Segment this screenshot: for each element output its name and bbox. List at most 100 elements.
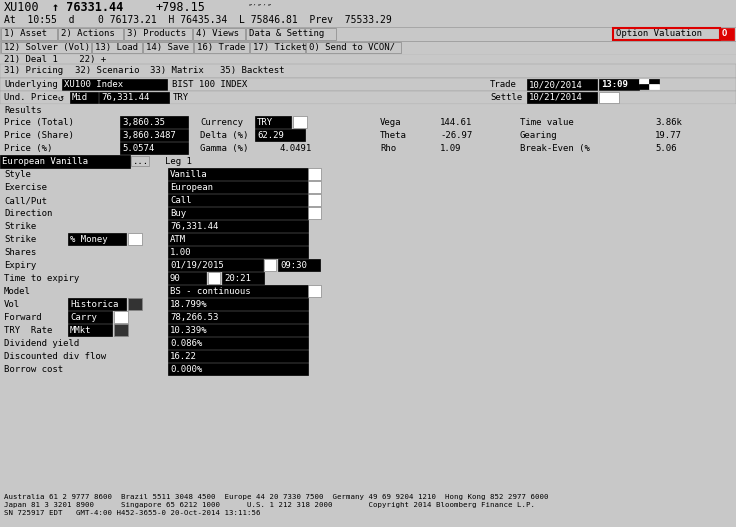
Bar: [68, 324, 112, 336]
Text: Historica: Historica: [70, 300, 118, 309]
Bar: [0, 64, 736, 78]
Text: 19.77: 19.77: [655, 131, 682, 140]
Bar: [0, 104, 736, 116]
Text: 13:09: 13:09: [601, 80, 628, 89]
Bar: [208, 272, 220, 284]
Text: Call/Put: Call/Put: [4, 196, 47, 205]
Text: 144.61: 144.61: [440, 118, 473, 127]
Bar: [527, 92, 597, 103]
Text: ATM: ATM: [170, 235, 186, 244]
Bar: [128, 298, 142, 310]
Bar: [168, 363, 308, 375]
Text: 3,860.35: 3,860.35: [122, 118, 165, 127]
Text: 62.29: 62.29: [257, 131, 284, 140]
Text: Trade: Trade: [490, 80, 517, 89]
Text: 76,331.44: 76,331.44: [101, 93, 149, 102]
Text: ″′″′″: ″′″′″: [248, 3, 273, 12]
Text: BIST 100 INDEX: BIST 100 INDEX: [172, 80, 247, 89]
Text: TRY: TRY: [173, 93, 189, 102]
Text: 21) Deal 1    22) +: 21) Deal 1 22) +: [4, 55, 106, 64]
Bar: [168, 246, 308, 258]
Bar: [168, 181, 308, 193]
Bar: [0, 14, 736, 27]
Text: Strike: Strike: [4, 222, 36, 231]
Text: 3) Products: 3) Products: [127, 29, 186, 38]
Text: Style: Style: [4, 170, 31, 179]
Bar: [168, 337, 308, 349]
Text: 1.00: 1.00: [170, 248, 191, 257]
Bar: [308, 168, 321, 180]
Text: 10/20/2014: 10/20/2014: [529, 80, 583, 89]
Text: TRY: TRY: [257, 118, 273, 127]
Bar: [639, 79, 649, 84]
Bar: [0, 78, 736, 91]
Text: Gearing: Gearing: [520, 131, 558, 140]
Text: 12) Solver (Vol): 12) Solver (Vol): [4, 43, 90, 52]
Text: 20:21: 20:21: [224, 274, 251, 283]
Bar: [128, 233, 142, 245]
Text: Direction: Direction: [4, 209, 52, 218]
Text: 76,331.44: 76,331.44: [170, 222, 219, 231]
Text: European: European: [170, 183, 213, 192]
Bar: [168, 324, 308, 336]
Text: Option Valuation: Option Valuation: [616, 29, 702, 38]
Bar: [308, 181, 321, 193]
Bar: [0, 91, 736, 104]
Text: 35) Backtest: 35) Backtest: [220, 66, 285, 75]
Text: 2) Actions: 2) Actions: [61, 29, 115, 38]
Text: Price (%): Price (%): [4, 144, 52, 153]
Bar: [0, 54, 736, 65]
Text: Price (Share): Price (Share): [4, 131, 74, 140]
Text: ...: ...: [133, 157, 149, 166]
Text: 0) Send to VCON/: 0) Send to VCON/: [309, 43, 395, 52]
Text: Und. Price: Und. Price: [4, 93, 57, 102]
Text: 17) Ticket: 17) Ticket: [253, 43, 307, 52]
Bar: [168, 285, 308, 297]
Text: 1) Asset: 1) Asset: [4, 29, 47, 38]
Text: Forward: Forward: [4, 313, 42, 322]
Bar: [143, 42, 193, 53]
Text: -26.97: -26.97: [440, 131, 473, 140]
Bar: [120, 129, 188, 141]
Bar: [168, 259, 263, 271]
Bar: [124, 28, 192, 40]
Text: Time to expiry: Time to expiry: [4, 274, 79, 283]
Text: 3,860.3487: 3,860.3487: [122, 131, 176, 140]
Bar: [255, 129, 305, 141]
Text: At  10:55  d    0 76173.21  H 76435.34  L 75846.81  Prev  75533.29: At 10:55 d 0 76173.21 H 76435.34 L 75846…: [4, 15, 392, 25]
Bar: [92, 42, 142, 53]
Text: 32) Scenario: 32) Scenario: [75, 66, 140, 75]
Text: Currency: Currency: [200, 118, 243, 127]
Text: 1.09: 1.09: [440, 144, 461, 153]
Text: Australia 61 2 9777 8600  Brazil 5511 3048 4500  Europe 44 20 7330 7500  Germany: Australia 61 2 9777 8600 Brazil 5511 304…: [4, 494, 548, 500]
Text: MMkt: MMkt: [70, 326, 91, 335]
Text: Mid: Mid: [72, 93, 88, 102]
Text: 5.06: 5.06: [655, 144, 676, 153]
Bar: [649, 79, 659, 84]
Bar: [613, 28, 720, 40]
Bar: [250, 42, 305, 53]
Text: Gamma (%): Gamma (%): [200, 144, 248, 153]
Text: Strike: Strike: [4, 235, 36, 244]
Text: Theta: Theta: [380, 131, 407, 140]
Text: Leg 1: Leg 1: [165, 157, 192, 166]
Text: ↺: ↺: [58, 93, 64, 103]
Bar: [0, 27, 736, 41]
Bar: [1, 42, 91, 53]
Bar: [246, 28, 336, 40]
Bar: [222, 272, 264, 284]
Text: 0.086%: 0.086%: [170, 339, 202, 348]
Bar: [0, 493, 736, 527]
Text: Results: Results: [4, 106, 42, 115]
Text: Carry: Carry: [70, 313, 97, 322]
Text: Vol: Vol: [4, 300, 20, 309]
Text: SN 725917 EDT   GMT-4:00 H452-3655-0 20-Oct-2014 13:11:56: SN 725917 EDT GMT-4:00 H452-3655-0 20-Oc…: [4, 510, 261, 516]
Text: Shares: Shares: [4, 248, 36, 257]
Bar: [599, 79, 639, 90]
Text: XU100 Index: XU100 Index: [64, 80, 123, 89]
Bar: [168, 298, 308, 310]
Text: 31) Pricing: 31) Pricing: [4, 66, 63, 75]
Bar: [278, 259, 320, 271]
Text: 78,266.53: 78,266.53: [170, 313, 219, 322]
Bar: [308, 207, 321, 219]
